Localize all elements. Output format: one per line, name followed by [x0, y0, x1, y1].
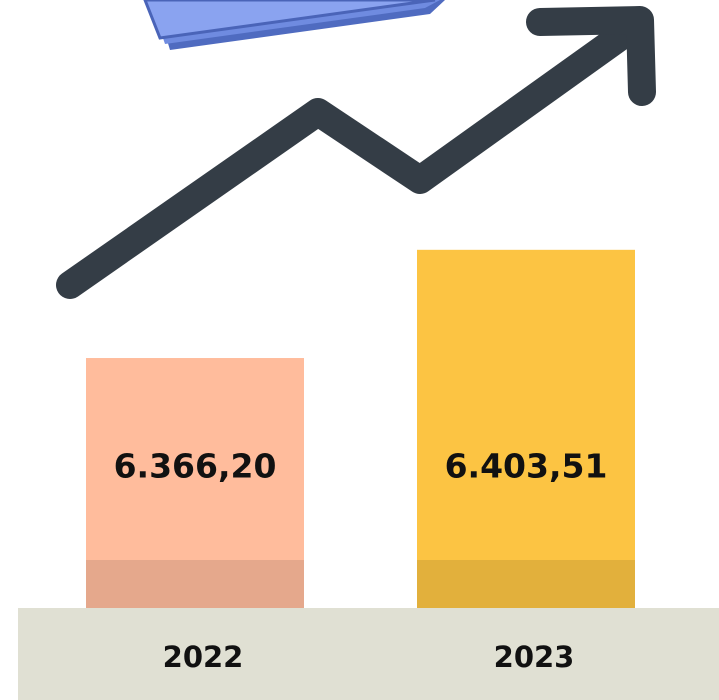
ground-band: [18, 608, 719, 700]
paper-stack-icon: [143, 0, 445, 50]
x-tick-label: 2023: [494, 640, 575, 674]
value-label: 6.403,51: [445, 447, 608, 486]
bar-base-shade: [86, 560, 304, 608]
bars: 6.366,20 2022 6.403,51 2023: [86, 249, 635, 674]
value-label: 6.366,20: [114, 447, 277, 486]
bar-base-shade: [417, 560, 635, 608]
bar: [86, 358, 304, 608]
x-tick-label: 2022: [163, 640, 244, 674]
trend-arrow-icon: [56, 6, 656, 299]
bar: [417, 249, 635, 609]
